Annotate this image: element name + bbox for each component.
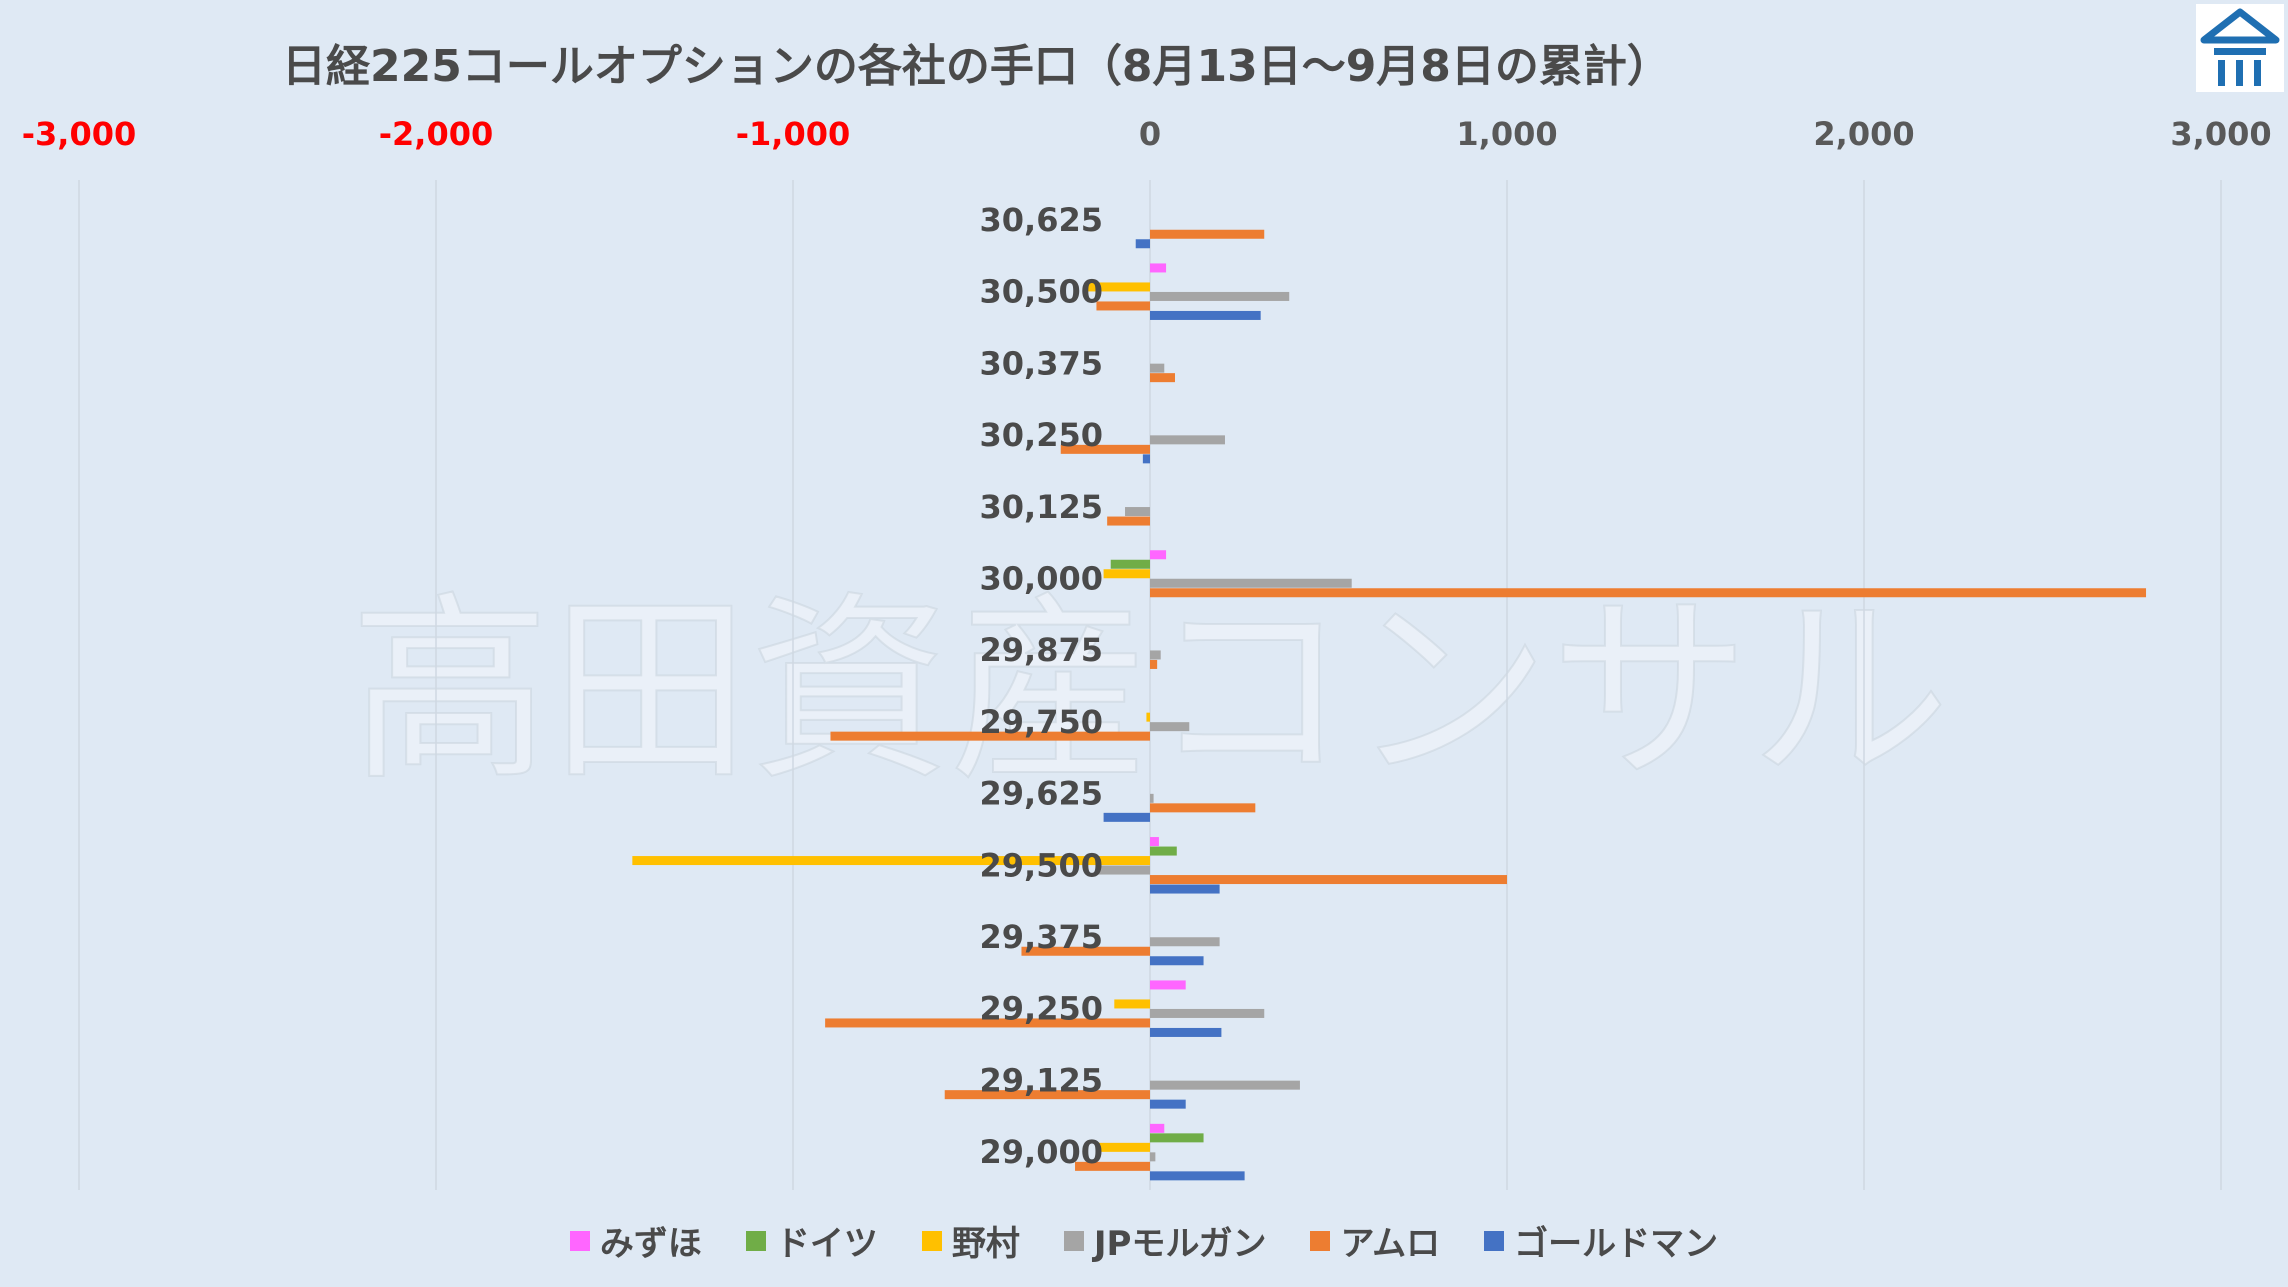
legend-label: JPモルガン — [1093, 1224, 1267, 1264]
bar-5-4 — [1150, 588, 2147, 598]
bar-11-5 — [1150, 1027, 1222, 1037]
bar-1-2 — [1085, 282, 1150, 292]
legend-item: ゴールドマン — [1484, 1216, 1718, 1265]
legend-item: 野村 — [921, 1216, 1020, 1265]
bar-9-2 — [632, 856, 1150, 866]
legend-item: アムロ — [1310, 1216, 1440, 1265]
bar-3-4 — [1060, 444, 1150, 454]
legend-item: ドイツ — [745, 1216, 878, 1265]
category-label: 30,375 — [980, 344, 1103, 382]
bar-8-5 — [1103, 812, 1150, 822]
bar-11-4 — [825, 1018, 1150, 1028]
bar-10-3 — [1150, 937, 1220, 947]
bar-9-4 — [1150, 875, 1507, 885]
bar-11-2 — [1114, 999, 1150, 1009]
x-tick-label: -1,000 — [736, 115, 851, 153]
legend-label: ドイツ — [775, 1224, 878, 1264]
bar-3-3 — [1150, 435, 1225, 445]
bar-7-2 — [1146, 712, 1150, 722]
bar-5-2 — [1103, 569, 1150, 579]
category-label: 29,500 — [980, 846, 1103, 884]
bar-7-3 — [1150, 722, 1190, 732]
x-tick-label: 3,000 — [2170, 115, 2271, 153]
bar-9-1 — [1150, 846, 1177, 856]
legend-label: 野村 — [951, 1224, 1020, 1264]
bar-6-3 — [1150, 650, 1161, 660]
bar-13-3 — [1150, 1152, 1156, 1162]
bar-2-3 — [1150, 363, 1165, 373]
bar-4-4 — [1107, 516, 1150, 526]
x-tick-label: 2,000 — [1813, 115, 1914, 153]
category-label: 29,375 — [980, 918, 1103, 956]
bar-12-3 — [1150, 1080, 1300, 1090]
category-label: 29,125 — [980, 1061, 1103, 1099]
legend-label: ゴールドマン — [1514, 1224, 1719, 1264]
category-label: 30,500 — [980, 273, 1103, 311]
bar-1-3 — [1150, 291, 1290, 301]
company-logo-icon — [2196, 4, 2284, 92]
bar-13-4 — [1075, 1161, 1150, 1171]
legend-swatch — [921, 1230, 942, 1251]
category-label: 30,125 — [980, 488, 1103, 526]
x-tick-label: 0 — [1139, 115, 1161, 153]
bar-8-3 — [1150, 793, 1154, 803]
bar-0-5 — [1135, 239, 1150, 249]
legend-label: アムロ — [1340, 1224, 1441, 1264]
bar-13-5 — [1150, 1171, 1245, 1181]
bar-9-5 — [1150, 884, 1220, 894]
bar-9-3 — [1096, 865, 1150, 875]
bar-1-5 — [1150, 310, 1261, 320]
category-label: 29,000 — [980, 1133, 1103, 1171]
legend-swatch — [1310, 1230, 1331, 1251]
category-label: 29,750 — [980, 703, 1103, 741]
bar-7-4 — [830, 731, 1150, 741]
legend-swatch — [1063, 1230, 1084, 1251]
bar-11-3 — [1150, 1008, 1265, 1018]
bar-8-4 — [1150, 803, 1256, 813]
bar-13-1 — [1150, 1133, 1204, 1143]
bar-5-0 — [1150, 550, 1167, 560]
bar-9-0 — [1150, 837, 1159, 847]
legend-item: みずほ — [569, 1216, 702, 1265]
category-label: 29,875 — [980, 631, 1103, 669]
bar-10-4 — [1021, 946, 1150, 956]
category-label: 30,625 — [980, 201, 1103, 239]
legend-item: JPモルガン — [1063, 1216, 1267, 1265]
bar-5-3 — [1150, 578, 1352, 588]
category-label: 29,250 — [980, 990, 1103, 1028]
legend-swatch — [745, 1230, 766, 1251]
bar-10-5 — [1150, 956, 1204, 966]
x-tick-label: -3,000 — [22, 115, 137, 153]
bar-6-4 — [1150, 659, 1158, 669]
bar-12-5 — [1150, 1099, 1186, 1109]
bar-13-2 — [1096, 1142, 1150, 1152]
category-label: 30,000 — [980, 560, 1103, 598]
bar-4-3 — [1125, 507, 1150, 517]
x-tick-label: -2,000 — [379, 115, 494, 153]
category-label: 30,250 — [980, 416, 1103, 454]
bar-3-5 — [1142, 454, 1150, 464]
bar-1-0 — [1150, 263, 1167, 273]
bar-13-0 — [1150, 1123, 1165, 1133]
chart-title: 日経225コールオプションの各社の手口（8月13日〜9月8日の累計） — [282, 41, 1671, 92]
bar-5-1 — [1110, 559, 1150, 569]
legend-label: みずほ — [599, 1224, 702, 1264]
legend-swatch — [1484, 1230, 1505, 1251]
bar-11-0 — [1150, 980, 1186, 990]
bar-0-4 — [1150, 229, 1265, 239]
category-label: 29,625 — [980, 775, 1103, 813]
x-tick-label: 1,000 — [1456, 115, 1557, 153]
bar-chart: 高田資産コンサル -3,000 -2,000 -1,000 0 1,000 2,000 3,… — [22, 115, 2272, 1190]
bar-1-4 — [1096, 301, 1150, 311]
legend-swatch — [569, 1230, 590, 1251]
bar-12-4 — [944, 1090, 1150, 1100]
chart-legend: みずほ ドイツ 野村 JPモルガン アムロ ゴールドマン — [0, 1216, 2288, 1265]
bar-2-4 — [1150, 373, 1175, 383]
